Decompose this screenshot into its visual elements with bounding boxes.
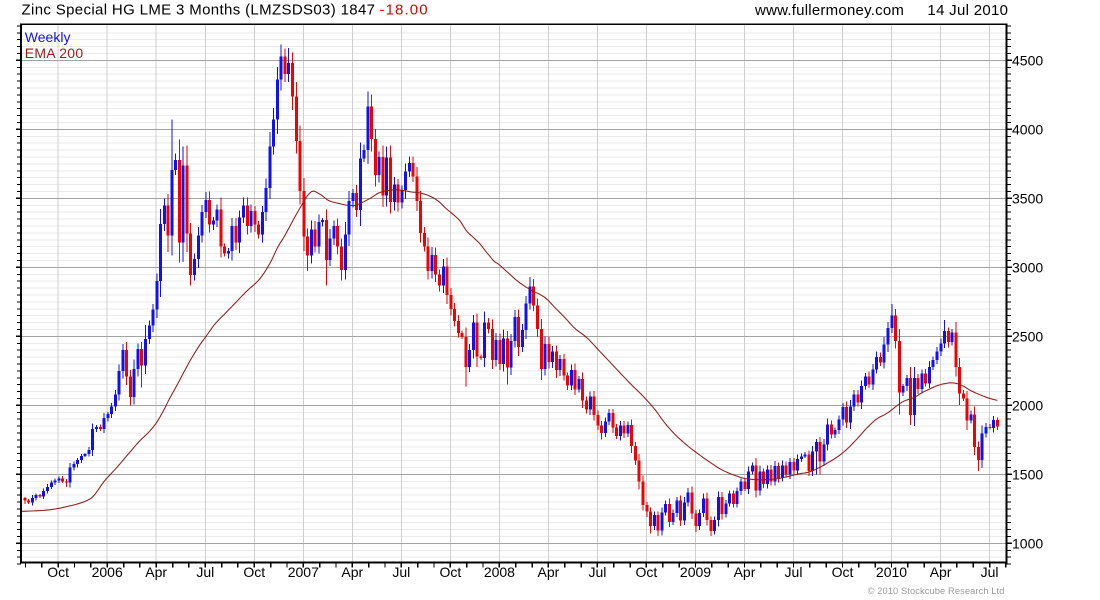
svg-text:Jul: Jul [196, 564, 214, 580]
svg-text:Oct: Oct [636, 564, 658, 580]
svg-text:1500: 1500 [1012, 466, 1043, 482]
svg-text:14 Jul 2010: 14 Jul 2010 [927, 2, 1008, 19]
svg-text:2007: 2007 [288, 564, 319, 580]
svg-text:Oct: Oct [47, 564, 69, 580]
svg-text:Oct: Oct [440, 564, 462, 580]
svg-text:Jul: Jul [981, 564, 999, 580]
svg-text:Apr: Apr [538, 564, 560, 580]
svg-text:Jul: Jul [392, 564, 410, 580]
svg-text:3500: 3500 [1012, 190, 1043, 206]
svg-text:2008: 2008 [484, 564, 515, 580]
svg-text:4000: 4000 [1012, 121, 1043, 137]
svg-text:Oct: Oct [832, 564, 854, 580]
svg-text:Apr: Apr [734, 564, 756, 580]
svg-text:Oct: Oct [243, 564, 265, 580]
svg-text:2010: 2010 [876, 564, 907, 580]
svg-text:www.fullermoney.com: www.fullermoney.com [754, 2, 904, 19]
svg-text:4500: 4500 [1012, 52, 1043, 68]
svg-text:Weekly: Weekly [25, 29, 71, 45]
svg-text:2500: 2500 [1012, 328, 1043, 344]
svg-text:3000: 3000 [1012, 259, 1043, 275]
svg-text:EMA 200: EMA 200 [25, 45, 84, 61]
svg-text:2000: 2000 [1012, 397, 1043, 413]
svg-text:Jul: Jul [785, 564, 803, 580]
svg-text:-18.00: -18.00 [380, 2, 429, 19]
svg-text:Apr: Apr [341, 564, 363, 580]
svg-text:1000: 1000 [1012, 535, 1043, 551]
svg-text:Zinc Special HG LME 3 Months (: Zinc Special HG LME 3 Months (LMZSDS03) … [22, 2, 376, 19]
svg-text:2006: 2006 [92, 564, 123, 580]
svg-text:2009: 2009 [680, 564, 711, 580]
svg-text:Jul: Jul [588, 564, 606, 580]
svg-text:© 2010 Stockcube Research Ltd: © 2010 Stockcube Research Ltd [868, 586, 1005, 596]
svg-text:Apr: Apr [930, 564, 952, 580]
svg-text:Apr: Apr [145, 564, 167, 580]
